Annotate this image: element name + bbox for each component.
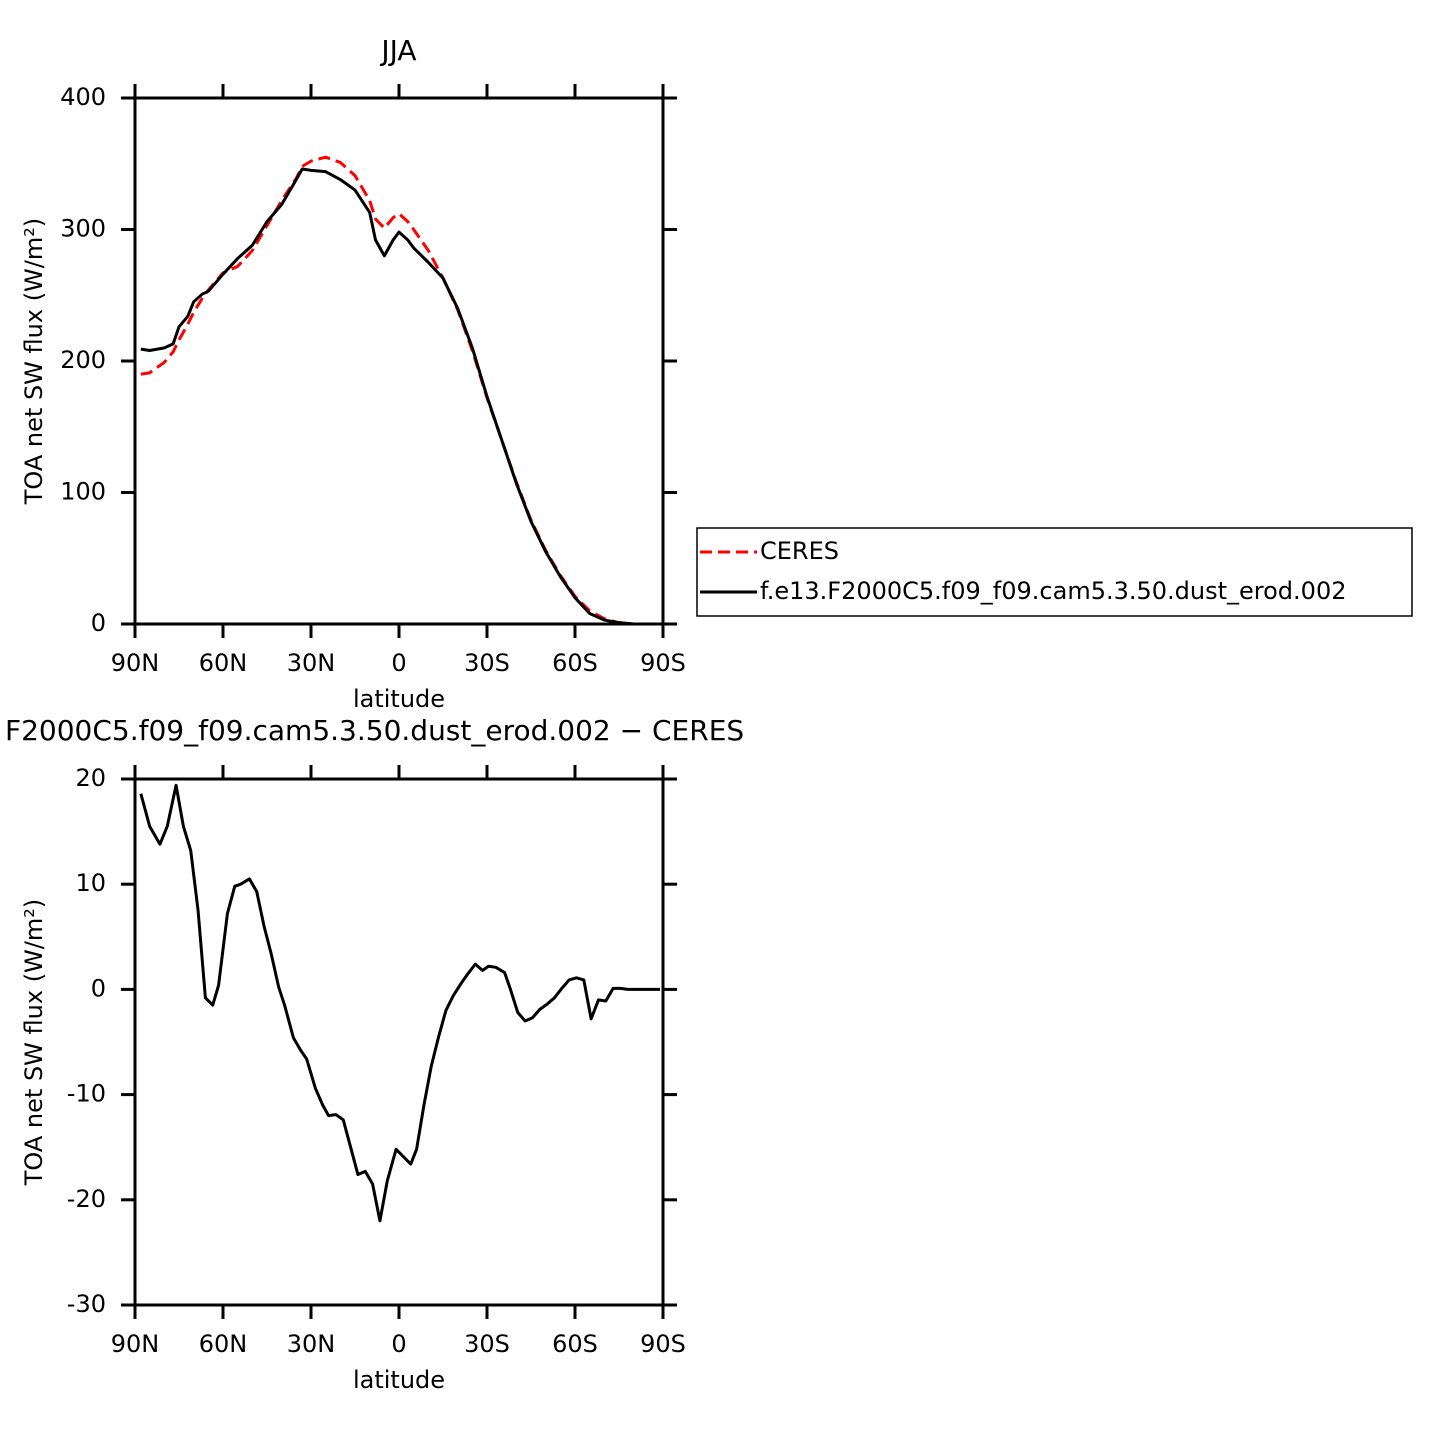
x-axis-label: latitude [353,1366,445,1394]
y-tick-label: 400 [60,83,106,111]
legend-box [696,527,1413,617]
plot-frame [133,777,665,1307]
x-tick-label: 90S [640,1330,686,1358]
y-tick-label: 0 [91,974,106,1002]
x-tick-label: 60S [552,649,598,677]
chart-title: JJA [379,34,416,67]
legend-label: f.e13.F2000C5.f09_f09.cam5.3.50.dust_ero… [760,577,1346,605]
y-tick-label: -10 [67,1080,106,1108]
x-axis-label: latitude [353,685,445,713]
y-tick-label: 300 [60,215,106,243]
x-tick-label: 90N [111,649,160,677]
x-tick-label: 90N [111,1330,160,1358]
y-tick-label: -20 [67,1185,106,1213]
y-axis-label: TOA net SW flux (W/m²) [20,218,48,506]
x-tick-label: 90S [640,649,686,677]
y-axis-label: TOA net SW flux (W/m²) [20,899,48,1187]
data-line [140,155,661,626]
x-tick-label: 30N [287,1330,336,1358]
y-tick-label: -30 [67,1290,106,1318]
y-tick-label: 10 [75,869,106,897]
y-tick-label: 200 [60,346,106,374]
y-tick-label: 0 [91,609,106,637]
x-tick-label: 0 [391,1330,406,1358]
plot-frame [133,96,665,626]
legend-label: CERES [760,537,839,565]
data-line [140,167,661,626]
data-line [139,783,661,1223]
x-tick-label: 30N [287,649,336,677]
x-tick-label: 60N [199,1330,248,1358]
y-tick-label: 100 [60,478,106,506]
y-tick-label: 20 [75,764,106,792]
x-tick-label: 30S [464,1330,510,1358]
x-tick-label: 60S [552,1330,598,1358]
x-tick-label: 30S [464,649,510,677]
x-tick-label: 0 [391,649,406,677]
x-tick-label: 60N [199,649,248,677]
chart-title: F2000C5.f09_f09.cam5.3.50.dust_erod.002 … [5,714,744,747]
